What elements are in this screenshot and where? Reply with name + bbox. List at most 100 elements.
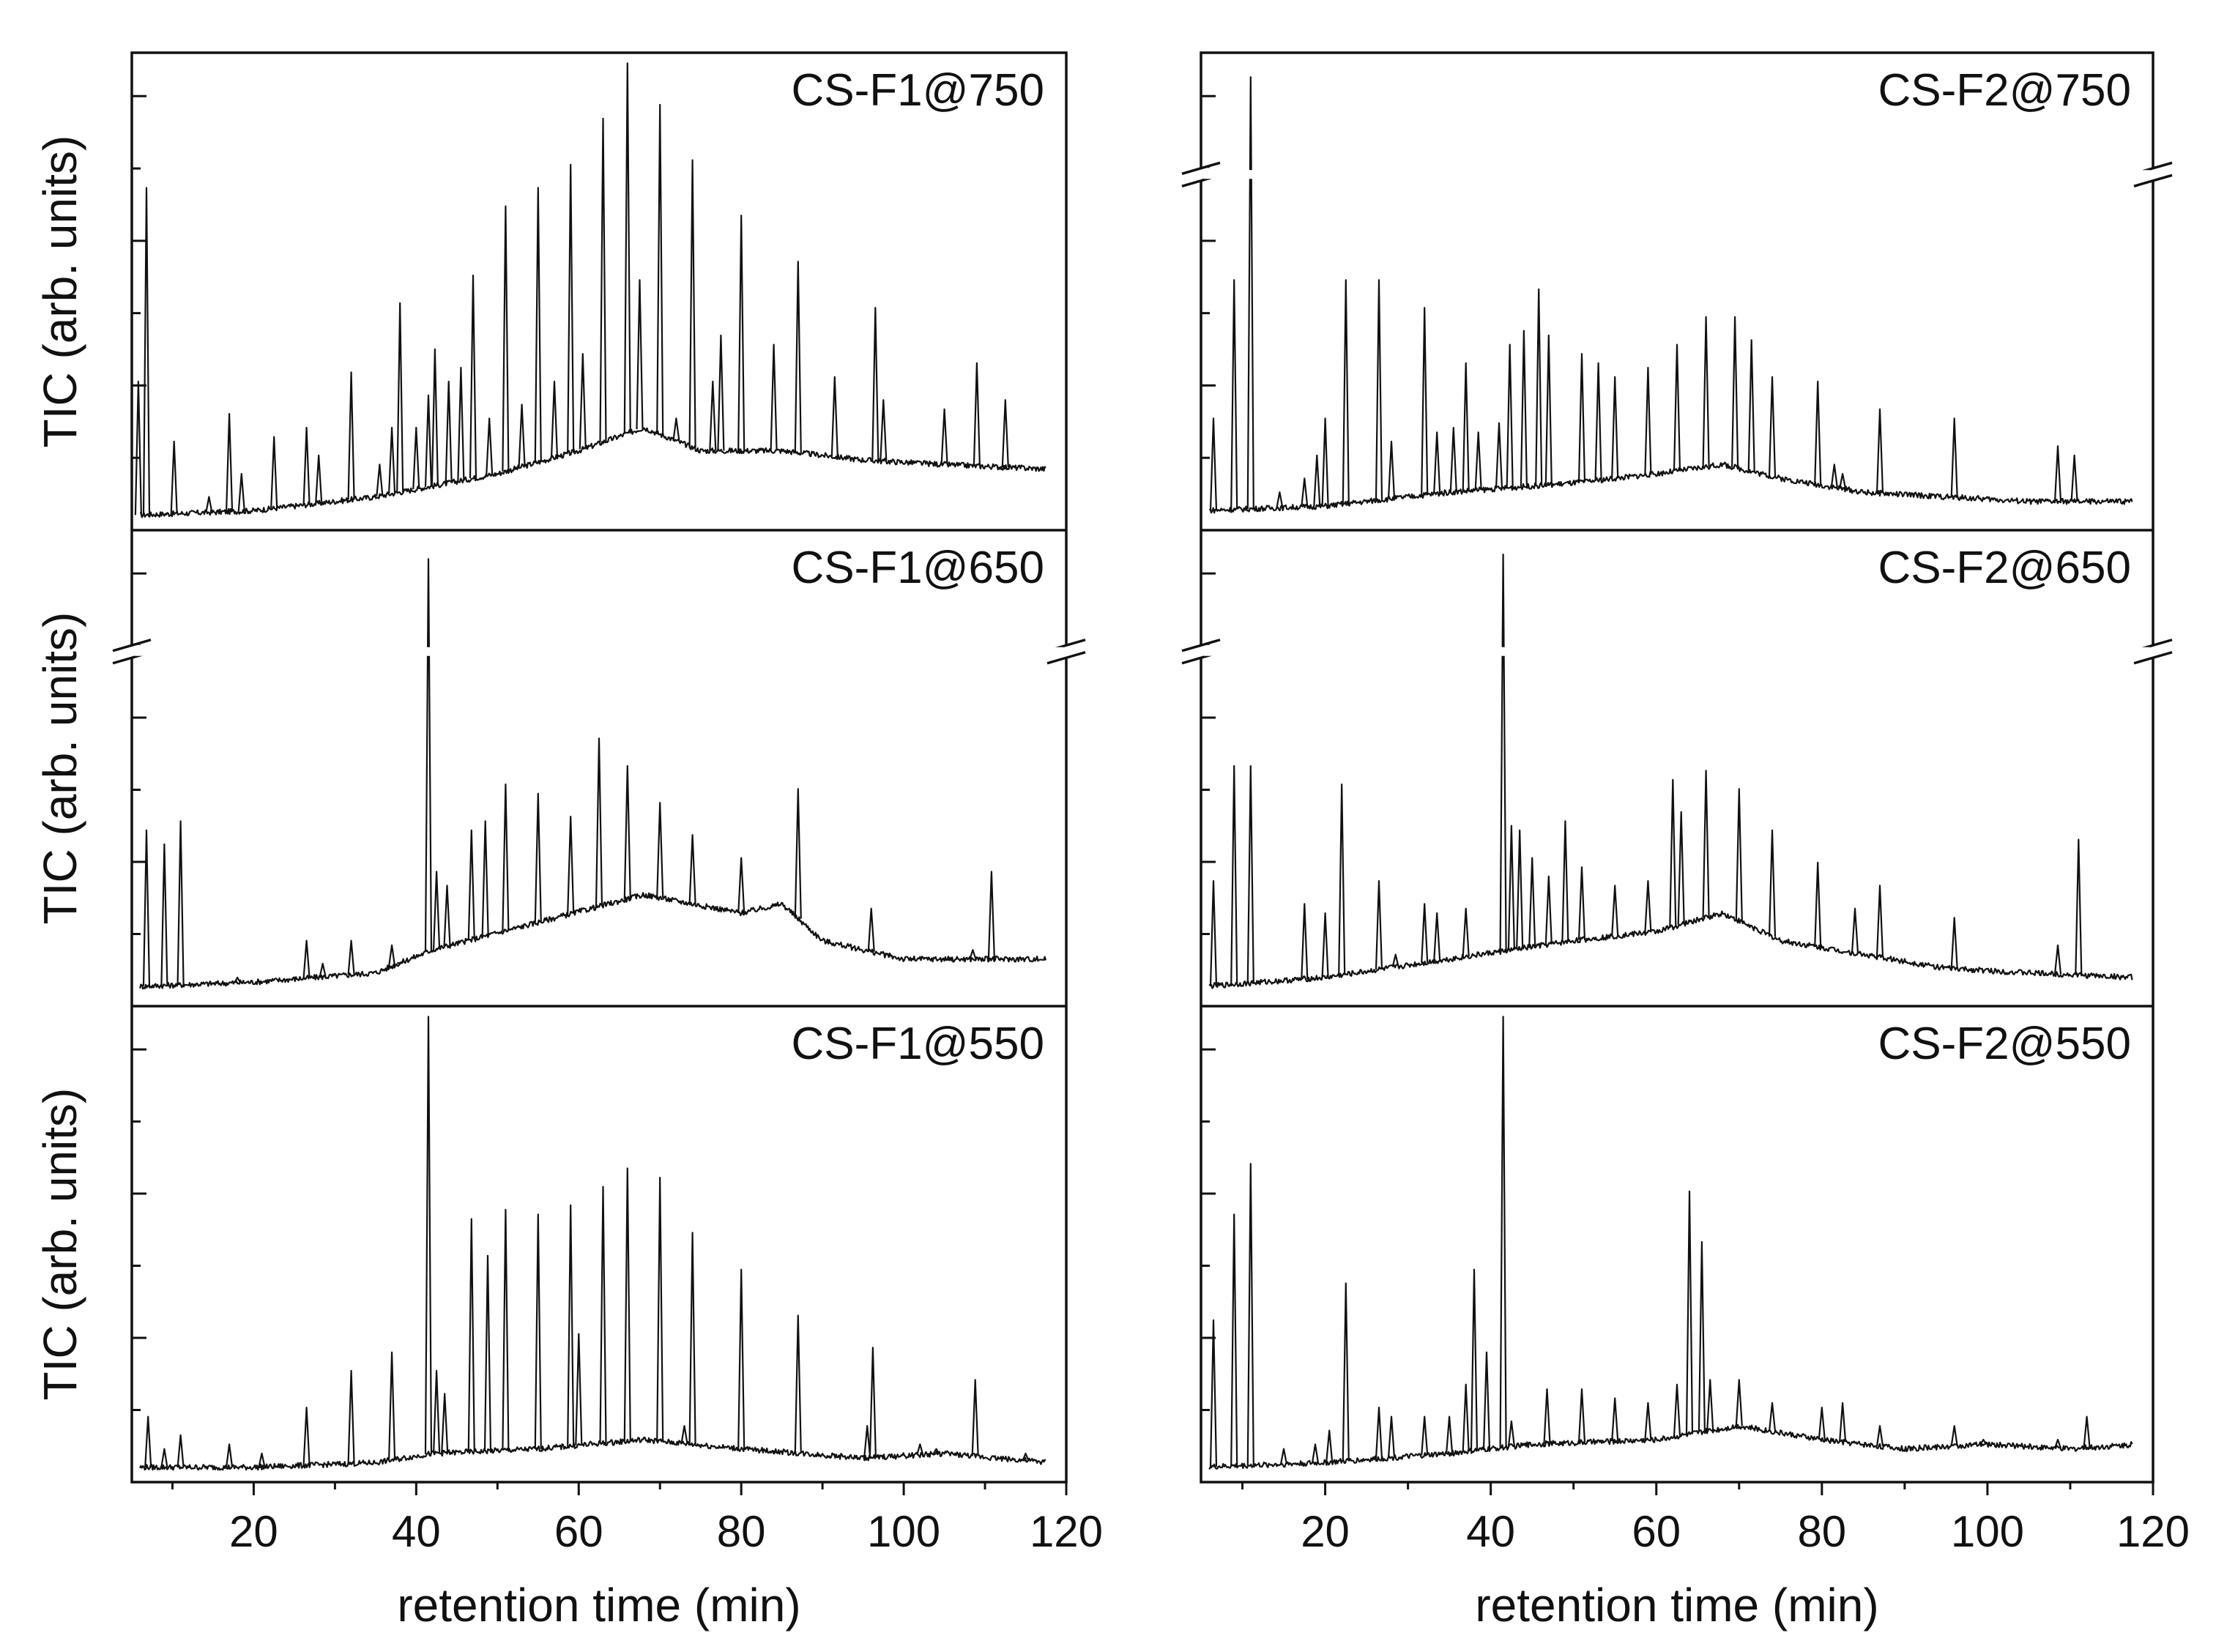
peak-10: [1387, 440, 1396, 499]
peak-2: [160, 843, 168, 986]
peak-4: [226, 1443, 234, 1467]
peak-1: [1209, 1319, 1218, 1467]
peak-3: [1246, 764, 1254, 983]
panel-label: CS-F1@550: [791, 1019, 1044, 1069]
peak-19: [623, 764, 631, 899]
peak-7: [1342, 1282, 1350, 1462]
x-tick-label: 60: [1632, 1507, 1681, 1556]
x-axis-label: retention time (min): [1475, 1579, 1878, 1631]
peak-6: [1338, 784, 1346, 975]
peak-27: [1851, 907, 1859, 953]
peak-31: [1022, 1452, 1030, 1461]
peak-6: [237, 472, 245, 512]
peak-4: [1301, 903, 1309, 980]
peak-16: [567, 1204, 575, 1446]
y-axis-label: TIC (arb. units): [34, 135, 86, 448]
peak-2: [1230, 1213, 1238, 1467]
peak-22: [1594, 362, 1602, 480]
peak-4: [1276, 491, 1284, 508]
peak-20: [656, 1177, 664, 1442]
peak-20: [1544, 334, 1553, 485]
peak-22: [1677, 811, 1685, 925]
peak-19: [1535, 288, 1543, 486]
peak-8: [388, 1351, 396, 1460]
x-tick-label: 20: [1301, 1507, 1350, 1556]
peak-5: [258, 1452, 266, 1467]
y-axis-label: TIC (arb. units): [34, 1088, 86, 1401]
x-tick-label: 100: [1951, 1507, 2024, 1556]
peak-7: [1321, 417, 1329, 507]
peak-6: [1313, 454, 1321, 507]
peak-25: [1768, 829, 1777, 937]
x-tick-label: 80: [717, 1507, 766, 1556]
peak-36: [770, 343, 778, 451]
chromatogram-panel-cs-f2-650: CS-F2@650: [1181, 543, 2173, 989]
peak-12: [443, 885, 451, 947]
peak-5: [1321, 912, 1329, 978]
peak-15: [1499, 1016, 1507, 1448]
peak-10: [424, 558, 433, 952]
peak-13: [1470, 1268, 1479, 1451]
peak-11: [1446, 1415, 1454, 1454]
peak-29: [932, 1448, 940, 1455]
peak-31: [672, 417, 680, 442]
panel-label: CS-F2@650: [1878, 543, 2131, 593]
chromatogram-panel-cs-f1-650: CS-F1@650 TIC (arb. units): [34, 543, 1086, 990]
x-tick-label: 80: [1797, 1507, 1846, 1556]
peak-20: [1644, 1402, 1652, 1440]
peak-12: [388, 426, 396, 494]
peak-18: [1520, 330, 1528, 487]
column-frame-1: [130, 51, 1068, 1484]
peak-11: [441, 1393, 449, 1454]
peak-21: [688, 834, 696, 904]
peak-26: [863, 1425, 871, 1458]
peak-10: [433, 1369, 441, 1454]
peak-24: [1735, 788, 1743, 921]
chromatogram-panel-cs-f2-550: CS-F2@550 20 40 60 80 100 120 retention time (m…: [1201, 1016, 2190, 1631]
baseline-trace: [139, 427, 1046, 518]
peak-21: [1577, 353, 1586, 483]
x-axis: 20 40 60 80 100 120 retention time (min): [1241, 1482, 2190, 1631]
peak-3: [176, 1434, 185, 1467]
peak-11: [376, 464, 384, 496]
peak-19: [623, 1167, 631, 1442]
peak-5: [1311, 1443, 1320, 1464]
peak-5: [1301, 477, 1309, 507]
x-tick-label: 20: [229, 1507, 278, 1556]
peak-33: [709, 380, 717, 451]
baseline-trace: [139, 1436, 1046, 1471]
peak-22: [688, 1232, 696, 1445]
peak-26: [969, 949, 977, 960]
peak-16: [534, 792, 542, 923]
peak-5: [226, 413, 234, 512]
baseline-trace: [139, 892, 1047, 990]
peak-15: [1474, 431, 1482, 491]
peak-30: [656, 103, 664, 435]
peak-19: [1611, 1397, 1619, 1442]
peak-13: [483, 1254, 492, 1451]
peak-30: [971, 1379, 979, 1456]
peak-9: [1375, 279, 1383, 500]
peak-15: [502, 784, 510, 931]
peak-27: [869, 1347, 877, 1458]
peak-8: [1342, 279, 1350, 505]
peak-32: [2053, 1438, 2062, 1449]
peak-29: [1950, 917, 1958, 969]
peak-16: [1507, 1420, 1515, 1447]
panel-label: CS-F1@650: [791, 543, 1044, 593]
peak-43: [1001, 399, 1009, 468]
peak-6: [1325, 1429, 1334, 1463]
y-axis-label: TIC (arb. units): [34, 612, 86, 925]
peak-12: [1499, 554, 1507, 951]
peak-20: [656, 802, 664, 898]
peak-3: [170, 440, 178, 514]
peak-23: [1702, 770, 1710, 918]
peak-26: [1814, 861, 1822, 948]
peak-12: [467, 1218, 475, 1452]
peak-38: [830, 376, 839, 457]
x-tick-label: 120: [2116, 1507, 2190, 1556]
peak-35: [737, 215, 746, 451]
peak-26: [1768, 1402, 1777, 1432]
peak-25: [867, 907, 875, 952]
peak-17: [1543, 1388, 1551, 1444]
